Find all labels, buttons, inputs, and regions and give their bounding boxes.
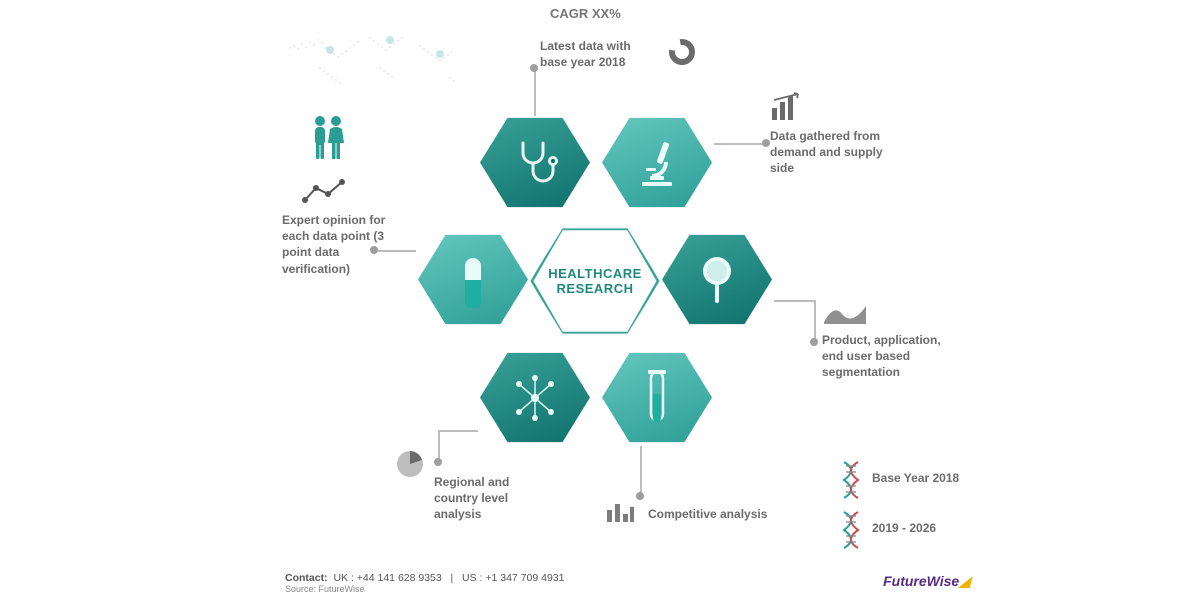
footer-sep: |: [451, 572, 454, 584]
label-bottom: Competitive analysis: [648, 506, 788, 522]
bar-arrow-icon: [770, 92, 804, 127]
microscope-icon: [602, 115, 712, 210]
area-chart-icon: [822, 300, 868, 331]
world-map-dots: [280, 18, 490, 108]
footer-uk: UK : +44 141 628 9353: [333, 572, 441, 584]
badge-base-year: Base Year 2018: [872, 470, 992, 486]
test-tube-icon: [602, 350, 712, 445]
center-title-line2: RESEARCH: [548, 281, 642, 296]
hex-magnifier: [662, 232, 772, 327]
magnifier-icon: [662, 232, 772, 327]
hex-center: HEALTHCARE RESEARCH: [530, 225, 660, 337]
label-top-right: Data gathered from demand and supply sid…: [770, 128, 900, 177]
badge-forecast: 2019 - 2026: [872, 520, 992, 536]
people-icon: [308, 115, 348, 168]
connector-bottom-left-h: [438, 430, 478, 432]
dna-icon-1: [840, 460, 862, 505]
pie-chart-icon: [394, 448, 426, 485]
connector-right-v: [814, 300, 816, 340]
hex-testtube: [602, 350, 712, 445]
center-title: HEALTHCARE RESEARCH: [548, 266, 642, 296]
connector-bottom: [640, 446, 642, 494]
bar-chart-icon: [605, 500, 635, 529]
footer-source: Source: FutureWise: [285, 584, 564, 594]
hex-stethoscope: [480, 115, 590, 210]
connector-dot-top: [530, 64, 538, 72]
label-bottom-left: Regional and country level analysis: [434, 474, 544, 523]
donut-chart-icon: [668, 38, 696, 71]
connector-top-right: [714, 143, 764, 145]
connector-top: [534, 70, 536, 116]
connector-dot-right: [810, 338, 818, 346]
connector-bottom-left-v: [438, 430, 440, 460]
hex-microscope: [602, 115, 712, 210]
cagr-label: CAGR XX%: [550, 6, 621, 21]
molecule-icon: [480, 350, 590, 445]
brand-accent: ◢: [959, 573, 970, 589]
connector-dot-bottom: [636, 492, 644, 500]
footer-contact-label: Contact:: [285, 572, 328, 584]
footer-us: US : +1 347 709 4931: [462, 572, 564, 584]
center-title-line1: HEALTHCARE: [548, 266, 642, 281]
hex-pill: [418, 232, 528, 327]
connector-right-h: [774, 300, 814, 302]
brand-logo: FutureWise◢: [883, 573, 970, 590]
connector-dot-bottom-left: [434, 458, 442, 466]
brand-text: FutureWise: [883, 573, 959, 589]
label-right: Product, application, end user based seg…: [822, 332, 942, 381]
pill-icon: [418, 232, 528, 327]
footer: Contact: UK : +44 141 628 9353 | US : +1…: [285, 572, 564, 594]
dna-icon-2: [840, 510, 862, 555]
connector-dot-top-right: [762, 139, 770, 147]
scatter-line-icon: [302, 178, 348, 211]
label-top: Latest data with base year 2018: [540, 38, 660, 70]
label-left: Expert opinion for each data point (3 po…: [282, 212, 392, 277]
stethoscope-icon: [480, 115, 590, 210]
hex-molecule: [480, 350, 590, 445]
